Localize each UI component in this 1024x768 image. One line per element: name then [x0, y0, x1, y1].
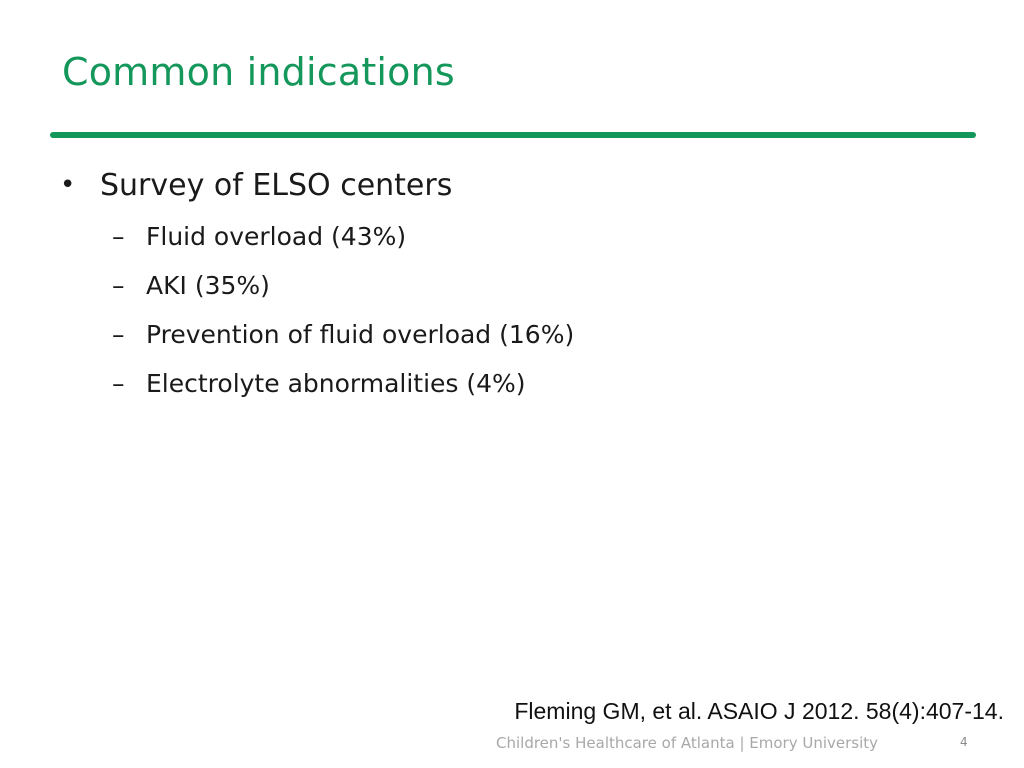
- sub-bullet-text: AKI (35%): [146, 271, 270, 300]
- bullet-list: • Survey of ELSO centers – Fluid overloa…: [60, 164, 960, 410]
- slide-title: Common indications: [62, 50, 455, 94]
- sub-bullet-item: – Prevention of fluid overload (16%): [60, 312, 960, 361]
- dash-glyph: –: [112, 320, 125, 349]
- sub-bullet-text: Electrolyte abnormalities (4%): [146, 369, 526, 398]
- citation: Fleming GM, et al. ASAIO J 2012. 58(4):4…: [514, 698, 1004, 724]
- sub-bullet-item: – Electrolyte abnormalities (4%): [60, 361, 960, 410]
- dash-glyph: –: [112, 222, 125, 251]
- sub-bullet-list: – Fluid overload (43%) – AKI (35%) – Pre…: [60, 214, 960, 410]
- title-divider: [50, 132, 976, 138]
- footer-organization: Children's Healthcare of Atlanta | Emory…: [496, 734, 879, 752]
- dash-glyph: –: [112, 271, 125, 300]
- bullet-item: • Survey of ELSO centers: [60, 164, 960, 208]
- sub-bullet-text: Prevention of fluid overload (16%): [146, 320, 575, 349]
- page-number: 4: [960, 735, 968, 749]
- sub-bullet-item: – Fluid overload (43%): [60, 214, 960, 263]
- sub-bullet-text: Fluid overload (43%): [146, 222, 407, 251]
- sub-bullet-item: – AKI (35%): [60, 263, 960, 312]
- dash-glyph: –: [112, 369, 125, 398]
- bullet-text: Survey of ELSO centers: [100, 168, 453, 203]
- bullet-glyph: •: [60, 170, 76, 200]
